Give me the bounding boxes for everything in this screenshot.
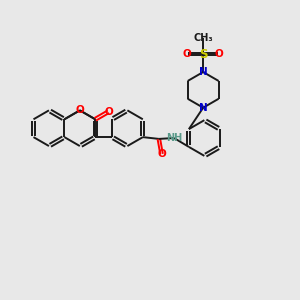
Text: N: N <box>199 67 208 77</box>
Text: CH₃: CH₃ <box>194 33 213 43</box>
Text: O: O <box>104 107 113 117</box>
Text: O: O <box>157 149 166 159</box>
Text: O: O <box>76 105 84 116</box>
Text: N: N <box>199 103 208 113</box>
Text: O: O <box>215 49 224 59</box>
Text: S: S <box>199 48 207 61</box>
Text: O: O <box>183 49 191 59</box>
Text: NH: NH <box>166 133 182 143</box>
